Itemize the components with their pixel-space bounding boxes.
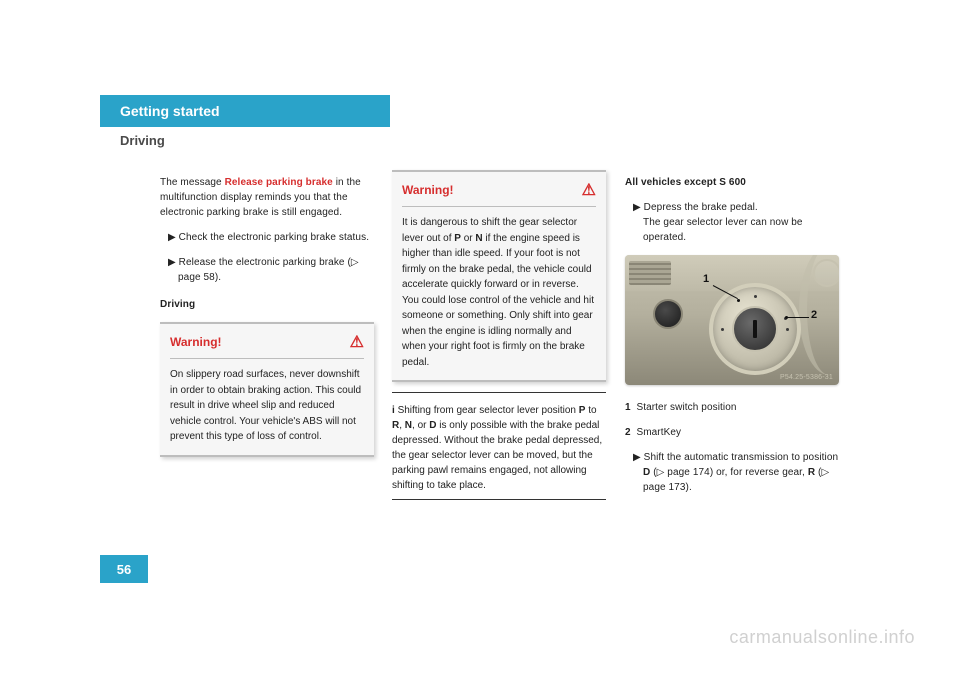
- text: The message: [160, 177, 225, 188]
- legend-num: 1: [625, 402, 631, 413]
- column-1: The message Release parking brake in the…: [160, 175, 374, 467]
- text: ▶ Shift the automatic transmission to po…: [633, 452, 838, 463]
- warning-title: Warning!: [170, 335, 222, 349]
- warning-box-2: Warning! ⚠ It is dangerous to shift the …: [392, 170, 606, 382]
- text: or: [461, 233, 475, 244]
- text: (▷ page 174) or, for reverse gear,: [650, 467, 807, 478]
- gear-d: D: [429, 420, 436, 431]
- key-slot: [753, 320, 757, 338]
- warning-title: Warning!: [402, 183, 454, 197]
- warning-header: Warning! ⚠: [402, 172, 596, 206]
- text: ▶ Depress the brake pedal.: [633, 202, 758, 213]
- warning-triangle-icon: ⚠: [350, 332, 364, 352]
- col1-p1: The message Release parking brake in the…: [160, 175, 374, 220]
- col1-b2: ▶ Release the electronic parking brake (…: [168, 255, 374, 285]
- text: if the engine speed is higher than idle …: [402, 233, 594, 368]
- col1-subheading: Driving: [160, 297, 374, 312]
- callout-dot: [785, 316, 788, 319]
- dashboard-image: 1 2 P54.25-5386-31: [625, 255, 839, 385]
- warning-triangle-icon: ⚠: [582, 180, 596, 200]
- warning-header: Warning! ⚠: [170, 324, 364, 358]
- column-3: All vehicles except S 600 ▶ Depress the …: [625, 175, 839, 505]
- text: Shifting from gear selector lever positi…: [398, 405, 579, 416]
- ignition-cylinder: [732, 306, 778, 352]
- col3-heading: All vehicles except S 600: [625, 175, 839, 190]
- divider: [392, 392, 606, 393]
- column-2: Warning! ⚠ It is dangerous to shift the …: [392, 170, 606, 510]
- gear-n: N: [405, 420, 412, 431]
- header-bar: Getting started: [100, 95, 390, 127]
- legend-text: Starter switch position: [636, 402, 736, 413]
- warning-body: It is dangerous to shift the gear select…: [402, 206, 596, 370]
- mercedes-logo-icon: [813, 259, 839, 287]
- header-title: Getting started: [120, 103, 220, 119]
- callout-dot: [737, 299, 740, 302]
- callout-2: 2: [811, 309, 817, 321]
- legend-2: 2 SmartKey: [625, 425, 839, 440]
- text: to: [585, 405, 596, 416]
- col3-b1: ▶ Depress the brake pedal. The gear sele…: [633, 200, 839, 245]
- gear-p: P: [454, 233, 461, 244]
- warning-box-1: Warning! ⚠ On slippery road surfaces, ne…: [160, 322, 374, 457]
- subheader: Driving: [120, 133, 165, 148]
- position-dot: [754, 295, 757, 298]
- position-dot: [786, 328, 789, 331]
- col1-b1: ▶ Check the electronic parking brake sta…: [168, 230, 374, 245]
- display-message-text: Release parking brake: [225, 177, 333, 188]
- legend-num: 2: [625, 427, 631, 438]
- warning-body: On slippery road surfaces, never downshi…: [170, 358, 364, 445]
- col3-b2: ▶ Shift the automatic transmission to po…: [633, 450, 839, 495]
- image-ref-label: P54.25-5386-31: [780, 374, 833, 381]
- gear-n: N: [475, 233, 482, 244]
- text: The gear selector lever can now be opera…: [643, 217, 803, 243]
- divider: [392, 499, 606, 500]
- callout-line: [787, 317, 809, 318]
- legend-1: 1 Starter switch position: [625, 400, 839, 415]
- page-number: 56: [100, 555, 148, 583]
- air-vent: [629, 261, 671, 285]
- text: , or: [412, 420, 429, 431]
- info-icon: i: [392, 405, 395, 416]
- page: Getting started Driving The message Rele…: [0, 0, 960, 678]
- callout-1: 1: [703, 273, 709, 285]
- info-note: i Shifting from gear selector lever posi…: [392, 403, 606, 493]
- position-dot: [721, 328, 724, 331]
- light-switch: [653, 299, 683, 329]
- legend-text: SmartKey: [636, 427, 681, 438]
- watermark: carmanualsonline.info: [729, 627, 915, 648]
- ignition-bezel: [709, 283, 801, 375]
